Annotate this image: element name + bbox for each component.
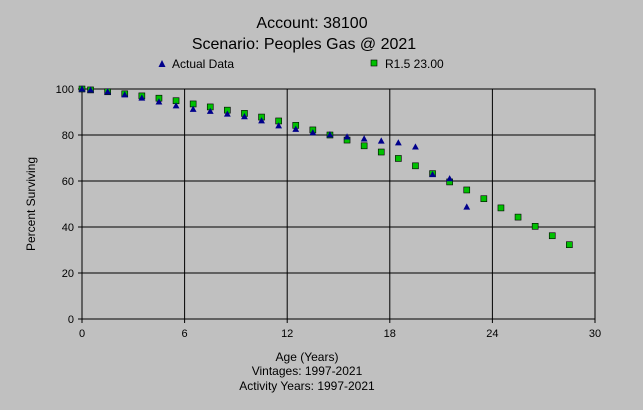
actual-data-point <box>360 135 368 142</box>
y-tick-label: 40 <box>62 222 74 234</box>
data-points <box>78 85 573 249</box>
y-tick-label: 60 <box>62 176 74 188</box>
r1-5-curve-point <box>412 162 419 170</box>
actual-data-point <box>343 133 351 140</box>
actual-data-point <box>138 94 146 101</box>
x-tick-label: 30 <box>589 328 601 340</box>
r1-5-curve-point <box>463 186 471 194</box>
actual-data-point <box>394 139 402 146</box>
x-tick-label: 0 <box>79 328 85 340</box>
legend-triangle-icon <box>158 60 166 67</box>
y-axis-label: Percent Surviving <box>24 157 38 251</box>
chart-title-line1: Account: 38100 <box>256 15 367 32</box>
chart-title-line2: Scenario: Peoples Gas @ 2021 <box>192 36 416 53</box>
r1-5-curve-point <box>531 223 539 230</box>
actual-data-point <box>309 129 317 136</box>
footer-activity-years: Activity Years: 1997-2021 <box>239 379 375 393</box>
actual-data-point <box>326 131 334 138</box>
actual-data-point <box>104 88 112 95</box>
y-tick-label: 0 <box>68 314 74 326</box>
r1-5-curve-point <box>566 241 573 249</box>
actual-data-point <box>463 203 471 210</box>
x-tick-label: 18 <box>384 328 396 340</box>
actual-data-point <box>172 102 180 109</box>
y-tick-label: 80 <box>62 130 74 142</box>
r1-5-curve-point <box>548 232 556 240</box>
actual-data-point <box>189 105 197 112</box>
r1-5-curve-point <box>514 213 522 221</box>
actual-data-point <box>292 125 300 132</box>
x-tick-label: 6 <box>182 328 188 340</box>
legend-square-icon <box>370 59 378 67</box>
r1-5-curve-point <box>360 142 368 150</box>
r1-5-curve-point <box>395 155 402 162</box>
x-tick-label: 12 <box>281 328 293 340</box>
actual-data-point <box>241 113 248 120</box>
y-tick-label: 100 <box>56 84 74 96</box>
x-tick-label: 24 <box>486 328 498 340</box>
gridlines <box>82 89 595 319</box>
plot-area <box>81 88 596 320</box>
x-axis-label: Age (Years) <box>276 350 339 364</box>
actual-data-point <box>155 98 163 105</box>
actual-data-point <box>223 110 231 117</box>
legend-label-r1-5-23-00: R1.5 23.00 <box>385 57 444 71</box>
x-axis-ticks: 0 6 12 18 24 30 <box>79 319 601 340</box>
y-tick-label: 20 <box>62 268 74 280</box>
legend-label-actual-data: Actual Data <box>172 57 234 71</box>
actual-data-point <box>87 86 94 93</box>
actual-data-point <box>275 122 283 129</box>
y-axis-ticks: 0 20 40 60 80 100 <box>56 84 82 326</box>
r1-5-curve-point <box>480 195 488 203</box>
actual-data-point <box>446 175 454 182</box>
r1-5-curve-point <box>377 148 385 156</box>
actual-data-point <box>121 91 129 98</box>
actual-data-point <box>429 170 436 178</box>
r1-5-curve-point <box>497 204 505 212</box>
actual-data-point <box>206 107 214 114</box>
footer-vintages: Vintages: 1997-2021 <box>252 364 363 378</box>
actual-data-point <box>258 117 265 124</box>
actual-data-point <box>412 143 419 150</box>
legend: Actual Data R1.5 23.00 <box>158 57 444 71</box>
actual-data-point <box>377 137 385 144</box>
actual-data-point <box>78 85 86 92</box>
